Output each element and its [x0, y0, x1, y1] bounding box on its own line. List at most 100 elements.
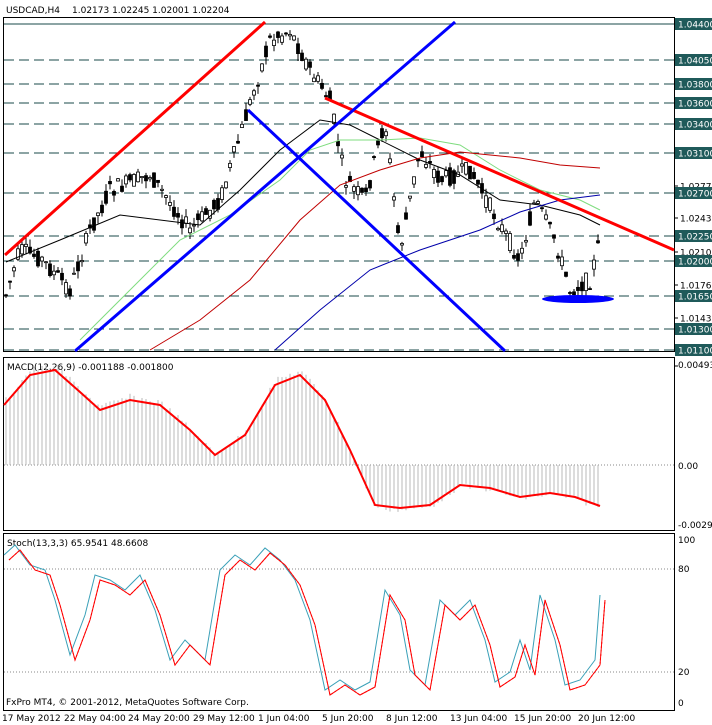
blue-support-line	[246, 108, 507, 353]
time-label-3: 29 May 12:00	[193, 714, 255, 724]
candle-body	[56, 270, 60, 273]
candle-body	[420, 151, 424, 158]
macd-axis-top: 0.00493	[678, 361, 712, 371]
candle-body	[448, 167, 452, 186]
candle-body	[528, 211, 532, 226]
stoch-main-line	[3, 544, 601, 691]
time-label-9: 20 Jun 12:00	[578, 714, 635, 724]
candle-body	[588, 288, 592, 290]
candle-body	[376, 140, 380, 146]
candle-body	[40, 256, 44, 262]
footer-copyright: FxPro MT4, © 2001-2012, MetaQuotes Softw…	[6, 698, 249, 708]
candle-body	[36, 250, 40, 267]
candle-body	[360, 187, 364, 193]
candle-body	[484, 195, 488, 208]
candle-body	[492, 213, 496, 220]
candle-body	[336, 141, 340, 147]
candle-body	[572, 291, 576, 296]
candle-body	[476, 179, 480, 185]
symbol-title: USDCAD,H4	[6, 6, 60, 16]
candle-body	[544, 214, 548, 220]
stoch-axis-100: 100	[678, 536, 695, 546]
candle-body	[4, 294, 8, 297]
candle-body	[260, 63, 264, 72]
candle-body	[444, 170, 448, 177]
candle-body	[404, 212, 408, 220]
candle-body	[208, 209, 212, 219]
macd-panel[interactable]	[3, 357, 675, 531]
candle-body	[504, 230, 508, 234]
price-label: 1.01430	[680, 315, 712, 325]
candle-body	[272, 39, 276, 46]
candle-body	[540, 207, 544, 210]
time-label-2: 24 May 20:00	[128, 714, 190, 724]
candle-body	[512, 255, 516, 259]
candle-body	[148, 177, 152, 180]
price-tag	[675, 255, 712, 267]
candle-body	[136, 171, 140, 183]
candle-body	[24, 243, 28, 247]
candle-body	[340, 154, 344, 159]
stoch-axis-20: 20	[678, 668, 690, 678]
candle-body	[32, 253, 36, 257]
candle-body	[468, 165, 472, 180]
candle-body	[92, 217, 96, 231]
candle-body	[240, 123, 244, 128]
candle-body	[400, 243, 404, 246]
stoch-panel[interactable]	[3, 533, 675, 711]
candle-body	[580, 281, 584, 292]
candle-body	[312, 77, 316, 83]
price-tag	[675, 54, 712, 66]
candle-body	[556, 255, 560, 259]
stoch-signal-line	[8, 549, 606, 696]
candle-body	[508, 233, 512, 251]
stoch-title: Stoch(13,3,3) 65.9541 48.6608	[7, 539, 148, 549]
candle-body	[256, 84, 260, 87]
candle-body	[12, 267, 16, 272]
candle-body	[28, 246, 32, 254]
price-tag	[675, 78, 712, 90]
candle-body	[596, 240, 600, 244]
candle-body	[268, 35, 272, 38]
candle-body	[568, 292, 572, 294]
candle-body	[356, 186, 360, 196]
candle-body	[280, 35, 284, 43]
candle-body	[364, 187, 368, 193]
price-label: 1.01650	[678, 293, 712, 303]
candle-body	[20, 244, 24, 255]
time-label-4: 1 Jun 04:00	[258, 714, 310, 724]
candle-body	[104, 190, 108, 204]
candle-body	[432, 169, 436, 179]
macd-axis-bottom: -0.00293	[678, 521, 712, 531]
macd-title: MACD(12,26,9) -0.001188 -0.001800	[7, 363, 174, 373]
time-label-8: 15 Jun 20:00	[514, 714, 571, 724]
candle-body	[100, 204, 104, 214]
price-tag	[675, 18, 712, 30]
candle-body	[576, 286, 580, 291]
candle-body	[552, 234, 556, 239]
candle-body	[200, 211, 204, 222]
candle-body	[80, 260, 84, 263]
candle-body	[164, 195, 168, 198]
candle-body	[244, 109, 248, 121]
ohlc-readout: 1.02173 1.02245 1.02001 1.02204	[72, 6, 230, 16]
price-label: 1.02700	[678, 190, 712, 200]
candle-body	[472, 172, 476, 179]
price-label: 1.03600	[678, 100, 712, 110]
candle-body	[488, 197, 492, 211]
price-label: 1.01760	[680, 282, 712, 292]
candle-body	[436, 170, 440, 183]
candle-body	[188, 227, 192, 234]
candle-body	[296, 43, 300, 55]
candle-body	[316, 75, 320, 82]
candle-body	[248, 99, 252, 105]
candle-body	[412, 176, 416, 185]
candle-body	[124, 175, 128, 185]
candle-body	[284, 32, 288, 35]
candle-body	[560, 256, 564, 267]
candle-body	[276, 31, 280, 38]
ma-black-line	[5, 119, 601, 263]
candle-body	[172, 206, 176, 217]
candle-body	[592, 259, 596, 270]
